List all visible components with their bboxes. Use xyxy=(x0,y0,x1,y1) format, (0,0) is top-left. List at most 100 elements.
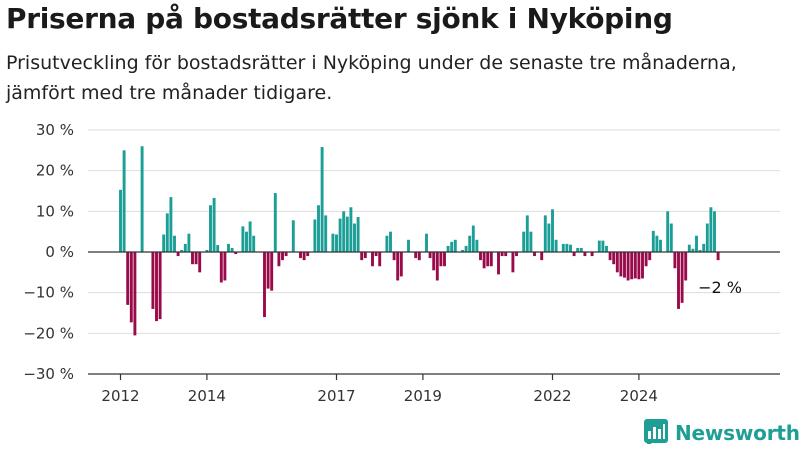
bar xyxy=(644,252,648,267)
bar xyxy=(648,252,652,261)
newsworthy-chart-logo-icon xyxy=(643,418,669,448)
bar xyxy=(428,252,432,259)
bar xyxy=(673,252,677,269)
bar xyxy=(504,252,508,257)
bar xyxy=(601,240,605,252)
bar xyxy=(151,252,155,309)
bar xyxy=(515,252,518,257)
bar xyxy=(684,252,688,281)
bar xyxy=(475,239,479,252)
bar xyxy=(277,252,281,267)
bar xyxy=(554,239,558,252)
bar xyxy=(461,249,464,252)
bar xyxy=(313,219,317,252)
x-tick-label: 2017 xyxy=(317,387,355,405)
bar xyxy=(479,252,482,261)
x-axis: 2012 2014 2017 2019 2022 2024 xyxy=(88,373,780,405)
bar xyxy=(716,252,720,261)
bar xyxy=(713,211,716,252)
bar xyxy=(162,234,166,252)
bar xyxy=(223,252,227,281)
bar xyxy=(140,146,144,252)
bar xyxy=(576,247,580,252)
bar xyxy=(342,211,346,252)
x-tick-label: 2024 xyxy=(620,387,658,405)
bar xyxy=(230,247,234,252)
bar xyxy=(227,243,230,252)
bar xyxy=(349,207,353,252)
bar xyxy=(389,231,392,252)
bar xyxy=(709,207,713,252)
bar xyxy=(655,235,659,252)
bar xyxy=(198,252,202,273)
bar xyxy=(468,235,472,252)
y-tick-label: −30 % xyxy=(23,365,74,383)
bar xyxy=(619,252,623,277)
bar xyxy=(680,252,684,303)
bar xyxy=(356,217,360,252)
bar xyxy=(695,235,698,252)
bar xyxy=(353,223,356,252)
bar xyxy=(176,252,180,257)
bar xyxy=(129,252,133,323)
bar xyxy=(529,231,533,252)
y-axis-ticks: 30 % 20 % 10 % 0 % −10 % −20 % −30 % xyxy=(23,121,74,383)
bar xyxy=(626,252,630,281)
bar xyxy=(608,252,612,261)
bar xyxy=(691,248,695,252)
bar xyxy=(572,252,576,257)
bar xyxy=(687,244,691,252)
bar xyxy=(579,247,583,252)
x-tick-label: 2022 xyxy=(533,387,571,405)
bar xyxy=(547,223,551,252)
annotation: −2 % xyxy=(698,278,742,297)
bar xyxy=(392,252,396,261)
bar xyxy=(435,252,439,281)
bar xyxy=(612,252,616,265)
bar xyxy=(216,245,220,252)
bar xyxy=(543,215,547,252)
bar xyxy=(371,252,374,267)
newsworthy-logo[interactable]: Newsworthy xyxy=(643,418,800,448)
bar xyxy=(338,218,342,252)
bar xyxy=(702,243,706,252)
x-tick-label: 2019 xyxy=(404,387,442,405)
bar xyxy=(180,249,184,252)
bar xyxy=(302,252,306,261)
bars xyxy=(119,146,720,336)
bar xyxy=(417,252,421,261)
bar xyxy=(273,193,277,252)
y-tick-label: −20 % xyxy=(23,324,74,342)
bar xyxy=(482,252,486,269)
bar xyxy=(245,231,248,252)
bar xyxy=(385,235,389,252)
bar xyxy=(194,252,198,265)
bar xyxy=(205,249,209,252)
bar xyxy=(252,235,256,252)
bar xyxy=(335,234,338,252)
bar xyxy=(173,235,176,252)
bar xyxy=(133,252,137,336)
bar xyxy=(583,252,587,257)
bar xyxy=(590,252,594,257)
bar xyxy=(158,252,162,320)
bar xyxy=(191,252,194,265)
bar xyxy=(266,252,270,289)
bar xyxy=(659,239,662,252)
bar xyxy=(122,150,126,252)
bar xyxy=(561,243,565,252)
bar xyxy=(241,226,245,252)
bar xyxy=(623,252,626,278)
bar xyxy=(651,230,655,252)
bar xyxy=(248,221,252,252)
y-tick-label: 10 % xyxy=(36,202,74,220)
bar xyxy=(126,252,130,305)
bar xyxy=(284,252,288,257)
bar xyxy=(155,252,158,322)
bar xyxy=(525,215,529,252)
bar xyxy=(281,252,284,261)
x-tick-label: 2014 xyxy=(188,387,226,405)
bar xyxy=(597,240,601,252)
bar xyxy=(432,252,436,271)
